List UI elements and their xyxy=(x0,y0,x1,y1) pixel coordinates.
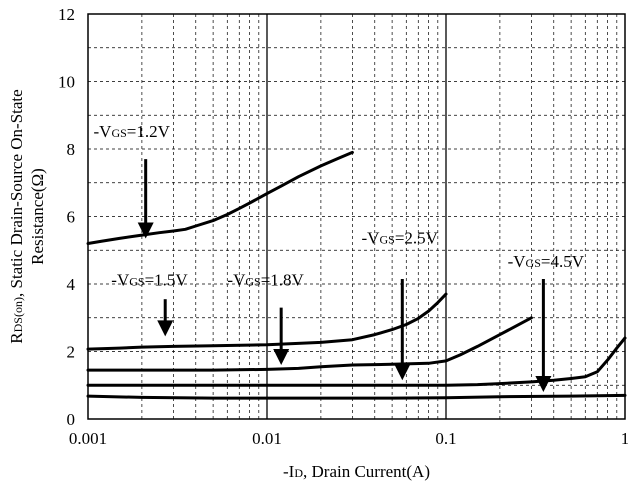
annotation-arrow-head xyxy=(137,222,154,239)
y-tick-label: 2 xyxy=(67,343,76,362)
grid xyxy=(88,14,625,419)
y-axis-label-line1: RDS(on), Static Drain-Source On-State xyxy=(7,89,26,343)
plot-frame xyxy=(87,13,626,420)
y-tick-label: 12 xyxy=(58,5,75,24)
y-tick-label: 10 xyxy=(58,73,75,92)
series-line-2 xyxy=(86,316,533,372)
series-line-0 xyxy=(86,150,354,245)
plot-border xyxy=(87,13,626,420)
annotation-arrow-head xyxy=(535,376,552,392)
series-label-1: -VGS=1.5V xyxy=(111,271,188,290)
annotations: -VGS=1.2V -VGS=1.5V -VGS=1.8V -VGS=2.5V -VGS… xyxy=(94,122,585,392)
series-label-0: -VGS=1.2V xyxy=(94,122,171,141)
series-line-1 xyxy=(86,292,448,351)
series-label-2: -VGS=1.8V xyxy=(227,271,304,290)
series-label-4: -VGS=4.5V xyxy=(508,252,585,271)
y-tick-label: 4 xyxy=(67,275,76,294)
x-tick-label: 0.1 xyxy=(435,429,456,448)
x-axis-label: -ID, Drain Current(A) xyxy=(283,462,430,481)
annotation-arrow-head xyxy=(394,364,411,381)
y-tick-label: 8 xyxy=(67,140,76,159)
y-axis-label-line2: Resistance(Ω) xyxy=(28,168,47,265)
x-tick-label: 0.001 xyxy=(69,429,107,448)
x-tick-label: 0.01 xyxy=(252,429,282,448)
series-label-3: -VGS=2.5V xyxy=(362,229,439,248)
y-tick-label: 6 xyxy=(67,208,76,227)
annotation-arrow-head xyxy=(273,349,290,365)
series-line-4 xyxy=(86,393,627,400)
y-tick-label: 0 xyxy=(67,410,76,429)
x-tick-label: 1 xyxy=(621,429,628,448)
axis-labels: -ID, Drain Current(A) RDS(on), Static Dra… xyxy=(7,89,430,481)
annotation-arrow-head xyxy=(157,320,174,337)
tick-labels: 0 2 4 6 8 10 12 0.001 0.01 0.1 1 xyxy=(58,5,628,448)
y-axis-label-group: RDS(on), Static Drain-Source On-State Res… xyxy=(7,89,47,343)
